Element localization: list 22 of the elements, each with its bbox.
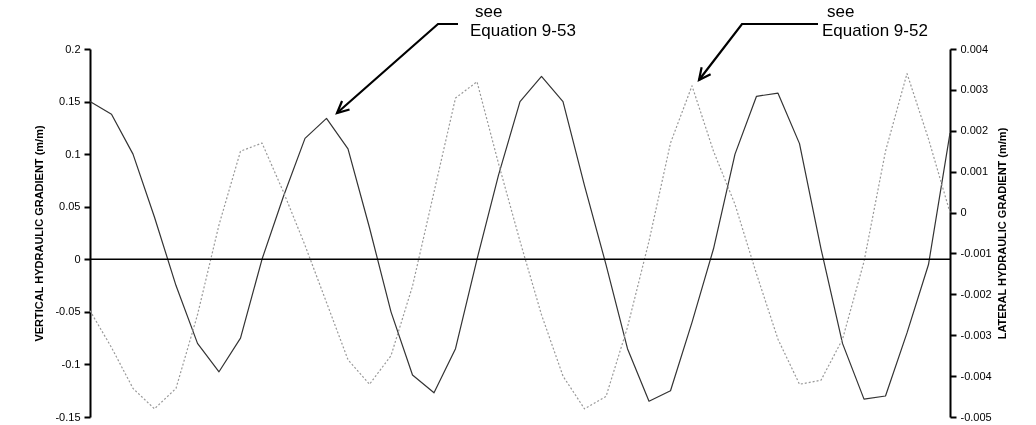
y-tick-label: 0.2 [65, 42, 81, 55]
y2-tick-label: -0.001 [960, 246, 992, 259]
y2-axis-title: LATERAL HYDRAULIC GRADIENT (m/m) [995, 127, 1008, 340]
y-tick-label: 0.05 [59, 200, 81, 213]
y2-tick-label: -0.002 [960, 287, 992, 300]
y-tick-label: -0.1 [61, 357, 81, 370]
y2-tick-label: 0.004 [960, 42, 989, 55]
y2-tick-label: 0.003 [960, 83, 989, 96]
y-tick-label: -0.15 [55, 410, 81, 423]
y-tick-label: -0.05 [55, 305, 81, 318]
y2-tick-label: -0.003 [960, 328, 992, 341]
y2-tick-label: -0.005 [960, 410, 992, 423]
text: see Equation 9-52 [822, 2, 928, 40]
y-tick-label: 0.1 [65, 147, 81, 160]
y2-tick-label: 0 [960, 206, 967, 219]
y2-tick-label: -0.004 [960, 369, 992, 382]
y-tick-label: 0 [74, 252, 81, 265]
y2-tick-label: 0.001 [960, 165, 989, 178]
y-axis-title: VERTICAL HYDRAULIC GRADIENT (m/m) [33, 125, 46, 342]
y2-tick-label: 0.002 [960, 124, 989, 137]
y-tick-label: 0.15 [59, 95, 81, 108]
text: see Equation 9-53 [470, 2, 576, 40]
